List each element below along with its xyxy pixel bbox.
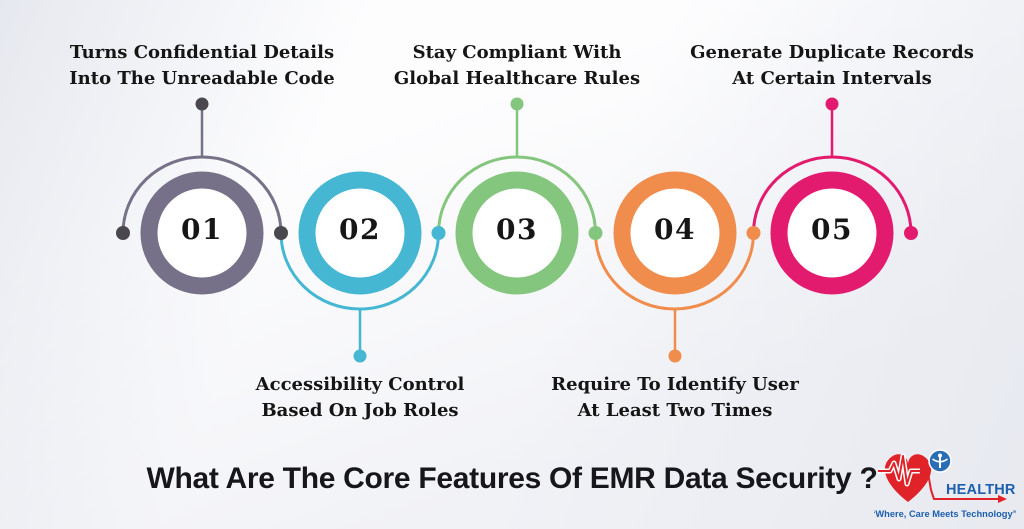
step-label-4: Require To Identify User At Least Two Ti… (510, 372, 840, 424)
step-label-3-line1: Stay Compliant With (412, 42, 622, 63)
step-label-1-line2: Into The Unreadable Code (69, 68, 335, 89)
step-label-2: Accessibility Control Based On Job Roles (195, 372, 525, 424)
step-label-4-line1: Require To Identify User (551, 374, 799, 395)
label-dot-step-2 (353, 349, 367, 363)
healthray-logo: HEALTHRAY “Where, Care Meets Technology” (874, 449, 1016, 519)
step-number-3: 03 (496, 213, 538, 246)
step-label-5: Generate Duplicate Records At Certain In… (667, 40, 997, 92)
ring-step-4 (613, 171, 737, 295)
label-dot-step-1 (195, 97, 209, 111)
junction-dot-end (904, 226, 918, 240)
logo-tagline: “Where, Care Meets Technology” (874, 509, 1016, 519)
page-title: What Are The Core Features Of EMR Data S… (146, 462, 878, 495)
ekg-line-icon (878, 455, 998, 500)
ring-step-2 (298, 171, 422, 295)
ring-step-5 (770, 171, 894, 295)
junction-dot-3-4 (588, 226, 603, 240)
step-label-2-line1: Accessibility Control (255, 374, 465, 395)
label-dot-step-3 (510, 97, 524, 111)
step-label-4-line2: At Least Two Times (577, 400, 773, 421)
step-label-2-line2: Based On Job Roles (261, 400, 459, 421)
label-dot-step-4 (668, 349, 682, 363)
junction-dot-start (116, 226, 130, 240)
step-label-3: Stay Compliant With Global Healthcare Ru… (352, 40, 682, 92)
step-label-5-line2: At Certain Intervals (732, 68, 932, 89)
logo-name: HEALTHRAY (946, 482, 1016, 498)
step-label-5-line1: Generate Duplicate Records (690, 42, 974, 63)
junction-dot-1-2 (274, 226, 288, 240)
arrow-head-icon (998, 495, 1007, 503)
step-number-2: 02 (339, 213, 381, 246)
junction-dot-4-5 (746, 226, 761, 240)
label-dot-step-5 (825, 97, 839, 111)
step-number-5: 05 (811, 213, 853, 246)
ring-step-3 (455, 171, 579, 295)
step-number-1: 01 (181, 213, 223, 246)
step-number-4: 04 (654, 213, 696, 246)
junction-dot-2-3 (431, 226, 446, 240)
step-label-3-line2: Global Healthcare Rules (393, 68, 641, 89)
step-label-1-line1: Turns Confidential Details (69, 42, 335, 63)
step-label-1: Turns Confidential Details Into The Unre… (37, 40, 367, 92)
ring-step-1 (140, 171, 264, 295)
